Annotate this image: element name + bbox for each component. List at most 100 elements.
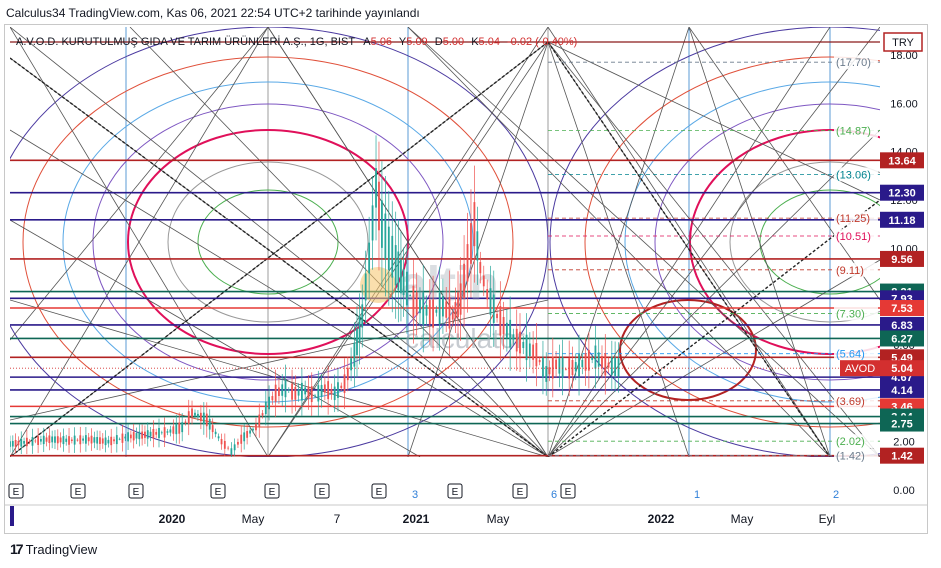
price-tag [880, 250, 924, 267]
candle-body [509, 319, 512, 348]
candle-body [387, 226, 390, 270]
candle-body [378, 181, 380, 231]
candle-body [169, 429, 172, 433]
candle-body [607, 362, 610, 368]
gann-line [10, 27, 269, 457]
earnings-marker[interactable] [70, 483, 86, 499]
candle-body [412, 285, 415, 318]
earnings-marker-label: E [75, 487, 82, 498]
candle-body [194, 412, 196, 416]
fib-ellipse [654, 103, 880, 381]
earnings-marker[interactable] [210, 483, 226, 499]
fib-ellipse [549, 27, 880, 457]
gann-line [407, 27, 831, 457]
tradingview-footer[interactable]: 17 TradingView [10, 541, 97, 557]
candle-body [110, 436, 113, 446]
earnings-marker[interactable] [264, 483, 280, 499]
candle-body [65, 438, 68, 442]
candle-body [11, 440, 14, 447]
fib-ellipse [62, 81, 474, 403]
candle-body [99, 437, 101, 444]
svg-text:A.V.O.D. KURUTULMUŞ GIDA VE TA: A.V.O.D. KURUTULMUŞ GIDA VE TARIM ÜRÜNLE… [16, 35, 577, 48]
candle-body [515, 328, 518, 352]
candle-body [317, 385, 320, 402]
candle-body [42, 435, 45, 445]
gann-line [10, 27, 549, 457]
axes: 18.0016.0014.0012.0010.008.006.004.002.0… [4, 50, 928, 526]
candle-body [610, 356, 613, 376]
candle-body [548, 367, 551, 375]
candle-body [358, 315, 361, 343]
candle-body [268, 396, 270, 410]
candle-body [542, 357, 544, 378]
low-label: D [435, 36, 443, 48]
candle-body [152, 428, 155, 439]
watermark-text-calculator: calculator [405, 323, 525, 354]
candle-body [473, 202, 476, 247]
candle-body [255, 424, 257, 431]
price-tag-label: 4.14 [891, 385, 913, 397]
price-tags: 13.6412.3011.189.568.217.937.536.836.275… [840, 152, 924, 464]
high-value: 5.09 [406, 36, 427, 48]
candle-body [415, 292, 418, 316]
candle-body [381, 200, 383, 248]
gann-line [547, 41, 880, 201]
fib-ellipse [167, 161, 369, 323]
candle-body [397, 251, 400, 291]
price-tag [880, 299, 924, 316]
fib-label: (17.70) [836, 57, 871, 69]
candle-body [601, 356, 603, 368]
earnings-marker[interactable] [560, 483, 576, 499]
candle-body [211, 425, 214, 433]
earnings-marker[interactable] [8, 483, 24, 499]
earnings-marker[interactable] [128, 483, 144, 499]
candle-body [479, 262, 482, 274]
change-value: -0.02 (-0.40%) [507, 36, 577, 48]
candle-body [82, 438, 84, 441]
candle-body [405, 271, 408, 306]
fib-label: (7.30) [836, 309, 865, 321]
vline-label: 6 [551, 489, 557, 501]
earnings-marker[interactable] [314, 483, 330, 499]
candle-body [118, 438, 121, 440]
candle-body [291, 383, 293, 400]
fib-label: (14.87) [836, 126, 871, 138]
candle-body [512, 334, 515, 340]
gann-line [688, 27, 831, 457]
candle-body [457, 292, 459, 318]
candle-body [364, 273, 367, 301]
candle-body [56, 436, 59, 444]
x-tick-label: 7 [334, 512, 341, 526]
x-tick-label: May [487, 512, 510, 526]
candle-body [333, 386, 336, 401]
earnings-marker[interactable] [512, 483, 528, 499]
candle-body [233, 444, 236, 451]
candle-body [368, 242, 371, 274]
scroll-marker[interactable] [10, 506, 14, 526]
candle-body [181, 422, 184, 433]
candle-body [327, 381, 330, 400]
candle-body [565, 369, 567, 370]
candle-body [34, 440, 37, 442]
candle-body [425, 305, 428, 316]
price-tag-label: 6.27 [891, 333, 912, 345]
gann-line [547, 129, 880, 457]
candle-body [353, 342, 356, 367]
x-tick-label: 2020 [159, 512, 186, 526]
close-value: 5.04 [479, 36, 500, 48]
candle-body [113, 439, 115, 442]
candle-body [107, 439, 110, 444]
candle-body [346, 367, 349, 381]
candle-body [350, 358, 352, 371]
fib-label: (11.25) [836, 213, 870, 225]
earnings-marker[interactable] [447, 483, 463, 499]
candle-body [402, 269, 405, 296]
candle-body [271, 396, 274, 401]
candle-body [489, 288, 492, 315]
currency-button[interactable]: TRY [883, 32, 923, 52]
candle-body [274, 384, 277, 402]
candle-body [237, 441, 239, 445]
fib-label-bg [834, 262, 878, 277]
earnings-marker[interactable] [371, 483, 387, 499]
